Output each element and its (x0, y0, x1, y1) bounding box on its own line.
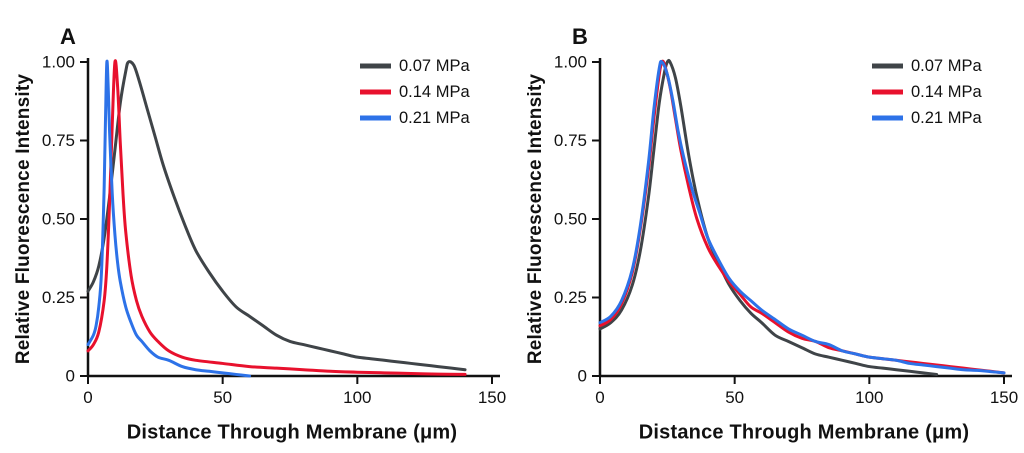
legend: 0.07 MPa 0.14 MPa 0.21 MPa (360, 57, 470, 127)
x-tick-label: 50 (725, 388, 744, 407)
y-tick-label: 0.25 (42, 288, 75, 307)
legend-label: 0.14 MPa (399, 83, 470, 101)
panel-a-y-axis-title: Relative Fluorescence Intensity (13, 73, 34, 365)
panel-b: 0 0.25 0.50 0.75 1.00 0 50 100 150 0.07 MPa 0.14 M… (512, 0, 1024, 453)
legend: 0.07 MPa 0.14 MPa 0.21 MPa (872, 57, 982, 127)
y-tick-label: 0.75 (42, 131, 75, 150)
x-tick-label: 150 (478, 388, 506, 407)
panel-b-x-axis-title: Distance Through Membrane (μm) (638, 421, 970, 444)
y-tick-label: 0 (66, 367, 75, 386)
legend-label: 0.21 MPa (399, 109, 470, 127)
y-tick-label: 0.75 (554, 131, 587, 150)
x-tick-label: 0 (83, 388, 92, 407)
legend-label: 0.21 MPa (911, 109, 982, 127)
series-line-0-21-mpa (598, 59, 1006, 375)
x-tick-label: 50 (213, 388, 232, 407)
legend-label: 0.14 MPa (911, 83, 982, 101)
panel-b-y-axis-title: Relative Fluorescence Intensity (525, 73, 546, 365)
panel-b-label: B (572, 24, 588, 49)
series-line-0-21-mpa (86, 59, 252, 378)
x-tick-label: 100 (855, 388, 883, 407)
legend-label: 0.07 MPa (911, 57, 982, 75)
x-tick-label: 0 (595, 388, 604, 407)
y-tick-label: 0.25 (554, 288, 587, 307)
y-tick-label: 1.00 (554, 53, 587, 72)
series-line-0-14-mpa (86, 59, 467, 376)
legend-label: 0.07 MPa (399, 57, 470, 75)
chart-a-svg: 0 0.25 0.50 0.75 1.00 0 50 100 150 0.07 MPa 0.14 M… (42, 53, 506, 408)
y-tick-label: 0.50 (42, 210, 75, 229)
panel-a-label: A (60, 24, 76, 49)
chart-b-svg: 0 0.25 0.50 0.75 1.00 0 50 100 150 0.07 MPa 0.14 M… (554, 53, 1018, 408)
panel-a: 0 0.25 0.50 0.75 1.00 0 50 100 150 0.07 MPa 0.14 M… (13, 24, 506, 444)
series-line-0-14-mpa (598, 59, 1006, 375)
y-tick-label: 0 (578, 367, 587, 386)
x-tick-label: 100 (343, 388, 371, 407)
y-tick-label: 1.00 (42, 53, 75, 72)
x-tick-label: 150 (990, 388, 1018, 407)
series-line-0-07-mpa (86, 60, 467, 372)
y-tick-label: 0.50 (554, 210, 587, 229)
series-line-0-07-mpa (598, 58, 939, 376)
panel-a-x-axis-title: Distance Through Membrane (μm) (126, 421, 458, 444)
